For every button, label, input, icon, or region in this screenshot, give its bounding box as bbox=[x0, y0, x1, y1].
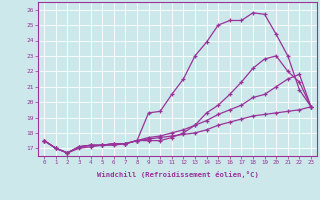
X-axis label: Windchill (Refroidissement éolien,°C): Windchill (Refroidissement éolien,°C) bbox=[97, 171, 259, 178]
